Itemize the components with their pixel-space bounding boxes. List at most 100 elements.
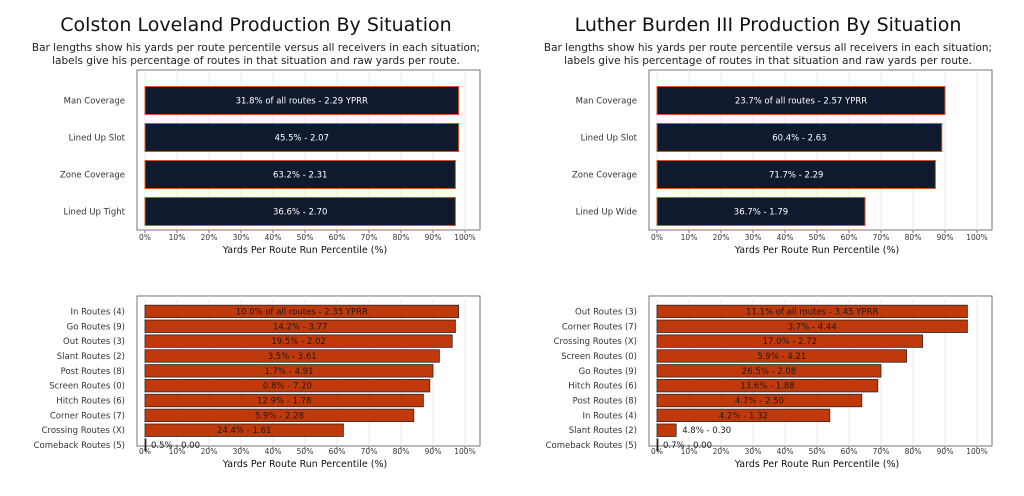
x-tick-label: 40% — [777, 233, 794, 242]
x-tick-label: 100% — [966, 233, 987, 242]
category-label: In Routes (4) — [583, 411, 637, 421]
x-tick-label: 100% — [966, 447, 987, 456]
x-tick-label: 30% — [745, 447, 762, 456]
bar-data-label: 3.5% - 3.61 — [268, 352, 317, 362]
bar-data-label: 4.8% - 0.30 — [682, 426, 731, 436]
bar — [144, 438, 147, 452]
bar-data-label: 60.4% - 2.63 — [772, 134, 826, 144]
bar-data-label: 4.7% - 2.50 — [735, 397, 784, 407]
bar-data-label: 24.4% - 1.61 — [217, 426, 271, 436]
bar — [656, 160, 936, 189]
chart-subtitle: Bar lengths show his yards per route per… — [512, 42, 1024, 68]
bar-data-label: 5.9% - 4.21 — [757, 352, 806, 362]
category-label: Hitch Routes (6) — [568, 382, 637, 392]
bar-data-label: 0.5% - 0.00 — [151, 441, 200, 451]
x-tick-label: 50% — [809, 447, 826, 456]
x-tick-label: 0% — [651, 233, 663, 242]
bar — [656, 364, 882, 378]
bar-data-label: 45.5% - 2.07 — [275, 134, 329, 144]
x-tick-label: 90% — [425, 233, 442, 242]
bar-data-label: 36.7% - 1.79 — [734, 208, 788, 218]
loveland-column: Colston Loveland Production By Situation… — [0, 14, 512, 470]
bar-data-label: 1.7% - 4.91 — [265, 367, 314, 377]
x-tick-label: 60% — [329, 447, 346, 456]
bar-data-label: 12.9% - 1.78 — [257, 397, 311, 407]
bar — [144, 364, 434, 378]
x-tick-label: 20% — [201, 233, 218, 242]
bar-data-label: 4.2% - 1.32 — [719, 411, 768, 421]
bar — [144, 319, 456, 333]
bar-data-label: 3.7% - 4.44 — [788, 322, 837, 332]
bar — [144, 86, 460, 115]
x-tick-label: 60% — [841, 233, 858, 242]
category-label: Corner Routes (7) — [50, 411, 125, 421]
bar — [656, 123, 943, 152]
x-tick-label: 60% — [329, 233, 346, 242]
x-tick-label: 20% — [713, 233, 730, 242]
category-label: Screen Routes (0) — [49, 382, 125, 392]
bar — [656, 349, 908, 363]
category-label: Comeback Routes (5) — [546, 441, 637, 451]
category-label: Crossing Routes (X) — [554, 337, 637, 347]
bar-data-label: 31.8% of all routes - 2.29 YPRR — [236, 97, 368, 107]
x-axis-label: Yards Per Route Run Percentile (%) — [734, 245, 899, 256]
x-tick-label: 100% — [454, 233, 475, 242]
category-label: Hitch Routes (6) — [56, 397, 125, 407]
bar-data-label: 13.6% - 1.88 — [740, 382, 794, 392]
bar-data-label: 71.7% - 2.29 — [769, 171, 823, 181]
x-tick-label: 80% — [393, 447, 410, 456]
category-label: Screen Routes (0) — [561, 352, 637, 362]
bar — [144, 408, 415, 423]
x-tick-label: 10% — [681, 447, 698, 456]
bar — [656, 334, 924, 348]
x-tick-label: 40% — [265, 447, 282, 456]
bar — [144, 334, 453, 348]
bar — [144, 160, 456, 189]
x-axis-label: Yards Per Route Run Percentile (%) — [222, 245, 387, 256]
bar — [144, 123, 460, 152]
subtitle-line: Bar lengths show his yards per route per… — [31, 42, 481, 54]
x-tick-label: 90% — [937, 447, 954, 456]
bar-data-label: 0.8% - 7.20 — [263, 382, 312, 392]
bar — [656, 86, 946, 115]
x-tick-label: 90% — [937, 233, 954, 242]
x-tick-label: 40% — [265, 233, 282, 242]
category-label: Zone Coverage — [60, 171, 125, 181]
burden-situation-chart: 0% 10% 20% 30% 40% 50% 60% 70% 80% 90% 100% Yards P… — [572, 69, 993, 256]
chart-title: Colston Loveland Production By Situation — [60, 14, 452, 36]
x-tick-label: 30% — [745, 233, 762, 242]
bar-data-label: 0.7% - 0.00 — [663, 441, 712, 451]
category-label: Slant Routes (2) — [569, 426, 637, 436]
bar — [144, 379, 431, 393]
x-axis-label: Yards Per Route Run Percentile (%) — [222, 459, 387, 470]
bar — [656, 423, 677, 437]
x-tick-label: 20% — [713, 447, 730, 456]
category-label: Corner Routes (7) — [562, 322, 637, 332]
x-tick-label: 20% — [201, 447, 218, 456]
chart-title: Luther Burden III Production By Situatio… — [574, 14, 962, 36]
x-tick-label: 70% — [873, 233, 890, 242]
category-label: Post Routes (8) — [573, 397, 637, 407]
loveland-situation-chart: 0% 10% 20% 30% 40% 50% 60% 70% 80% 90% 100% Yards P… — [60, 69, 481, 256]
x-tick-label: 70% — [361, 233, 378, 242]
bar — [144, 393, 424, 408]
x-tick-label: 80% — [393, 233, 410, 242]
x-tick-label: 90% — [425, 447, 442, 456]
x-tick-label: 30% — [233, 447, 250, 456]
x-tick-label: 70% — [873, 447, 890, 456]
category-label: In Routes (4) — [71, 307, 125, 317]
bar-data-label: 11.1% of all routes - 3.45 YPRR — [746, 307, 878, 317]
bar — [656, 197, 866, 226]
category-label: Lined Up Tight — [63, 208, 125, 218]
category-label: Man Coverage — [576, 97, 637, 107]
bar — [144, 423, 344, 437]
x-tick-label: 0% — [139, 233, 151, 242]
chart-subtitle: Bar lengths show his yards per route per… — [0, 42, 512, 68]
bar-data-label: 19.5% - 2.02 — [271, 337, 325, 347]
bar-data-label: 63.2% - 2.31 — [273, 171, 327, 181]
subtitle-line: Bar lengths show his yards per route per… — [543, 42, 993, 54]
subtitle-line: labels give his percentage of routes in … — [564, 55, 972, 67]
category-label: Out Routes (3) — [575, 307, 637, 317]
category-label: Lined Up Slot — [69, 134, 126, 144]
category-label: Comeback Routes (5) — [34, 441, 125, 451]
